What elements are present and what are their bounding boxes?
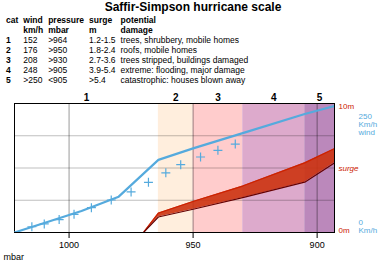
html-text:mbar: mbar bbox=[48, 25, 69, 35]
html-text:pressure: pressure bbox=[48, 15, 85, 25]
html-text:extreme: flooding, major damag: extreme: flooding, major damage bbox=[120, 65, 245, 75]
svg-text:surge: surge bbox=[339, 164, 360, 173]
html-text:>964: >964 bbox=[48, 35, 68, 45]
html-text:3: 3 bbox=[6, 55, 11, 65]
html-text:152: 152 bbox=[23, 35, 38, 45]
svg-text:0m: 0m bbox=[339, 226, 350, 235]
html-text:wind: wind bbox=[23, 15, 43, 25]
svg-text:3: 3 bbox=[215, 92, 221, 103]
html-text:>250: >250 bbox=[23, 75, 43, 85]
html-text:2: 2 bbox=[6, 45, 11, 55]
html-text:>930: >930 bbox=[48, 55, 68, 65]
svg-text:900: 900 bbox=[310, 240, 325, 250]
html-text:potential: potential bbox=[120, 15, 156, 25]
html-text:1.8-2.4: 1.8-2.4 bbox=[89, 45, 116, 55]
html-text:surge: surge bbox=[89, 15, 113, 25]
html-text:>5.4: >5.4 bbox=[89, 75, 106, 85]
html-text:>905: >905 bbox=[48, 65, 68, 75]
html-text:3.9-5.4: 3.9-5.4 bbox=[89, 65, 116, 75]
svg-text:2: 2 bbox=[173, 92, 179, 103]
html-text:>950: >950 bbox=[48, 45, 68, 55]
html-text:trees, shrubbery, mobile homes: trees, shrubbery, mobile homes bbox=[120, 35, 239, 45]
html-text:catastrophic: houses blown awa: catastrophic: houses blown away bbox=[120, 75, 246, 85]
html-text:Saffir-Simpson hurricane scale: Saffir-Simpson hurricane scale bbox=[104, 0, 282, 14]
svg-text:10m: 10m bbox=[339, 102, 355, 111]
html-text:<905: <905 bbox=[48, 75, 68, 85]
html-text:trees stripped, buildings dama: trees stripped, buildings damaged bbox=[120, 55, 249, 65]
html-text:km/h: km/h bbox=[23, 25, 44, 35]
html-text:roofs, mobile homes: roofs, mobile homes bbox=[120, 45, 198, 55]
svg-text:950: 950 bbox=[186, 240, 201, 250]
svg-text:mbar: mbar bbox=[4, 252, 25, 262]
html-text:cat: cat bbox=[6, 15, 19, 25]
html-text:4: 4 bbox=[6, 65, 11, 75]
svg-text:250Km/hwind: 250Km/hwind bbox=[358, 112, 378, 137]
html-text:1: 1 bbox=[6, 35, 11, 45]
html-text:damage: damage bbox=[120, 25, 153, 35]
svg-text:0Km/h: 0Km/h bbox=[359, 218, 378, 235]
html-text:248: 248 bbox=[23, 65, 38, 75]
html-text:5: 5 bbox=[6, 75, 11, 85]
svg-text:4: 4 bbox=[271, 92, 277, 103]
svg-text:5: 5 bbox=[317, 92, 323, 103]
html-text:1.2-1.5: 1.2-1.5 bbox=[89, 35, 116, 45]
html-text:176: 176 bbox=[23, 45, 38, 55]
svg-text:1000: 1000 bbox=[59, 240, 79, 250]
html-text:m: m bbox=[89, 25, 97, 35]
html-text:208: 208 bbox=[23, 55, 38, 65]
svg-text:1: 1 bbox=[84, 92, 90, 103]
html-text:2.7-3.6: 2.7-3.6 bbox=[89, 55, 116, 65]
